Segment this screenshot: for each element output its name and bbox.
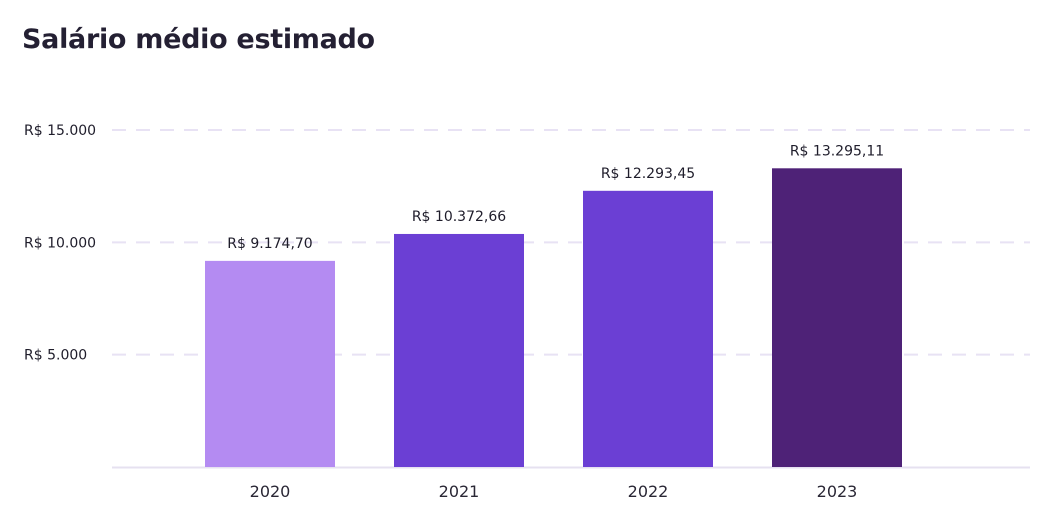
bar — [205, 260, 335, 467]
data-label: R$ 10.372,66 — [412, 209, 506, 225]
y-tick-label: R$ 15.000 — [24, 123, 96, 139]
x-tick-label: 2021 — [439, 482, 480, 501]
bar — [583, 190, 713, 467]
bar — [394, 233, 524, 467]
x-tick-label: 2022 — [628, 482, 669, 501]
y-tick-label: R$ 10.000 — [24, 235, 96, 251]
data-label: R$ 9.174,70 — [227, 236, 312, 252]
data-label: R$ 13.295,11 — [790, 143, 884, 159]
data-label: R$ 12.293,45 — [601, 166, 695, 182]
bar — [772, 168, 902, 467]
chart-title: Salário médio estimado — [22, 24, 375, 55]
y-tick-label: R$ 5.000 — [24, 348, 87, 364]
x-tick-label: 2020 — [250, 482, 291, 501]
x-tick-label: 2023 — [817, 482, 858, 501]
